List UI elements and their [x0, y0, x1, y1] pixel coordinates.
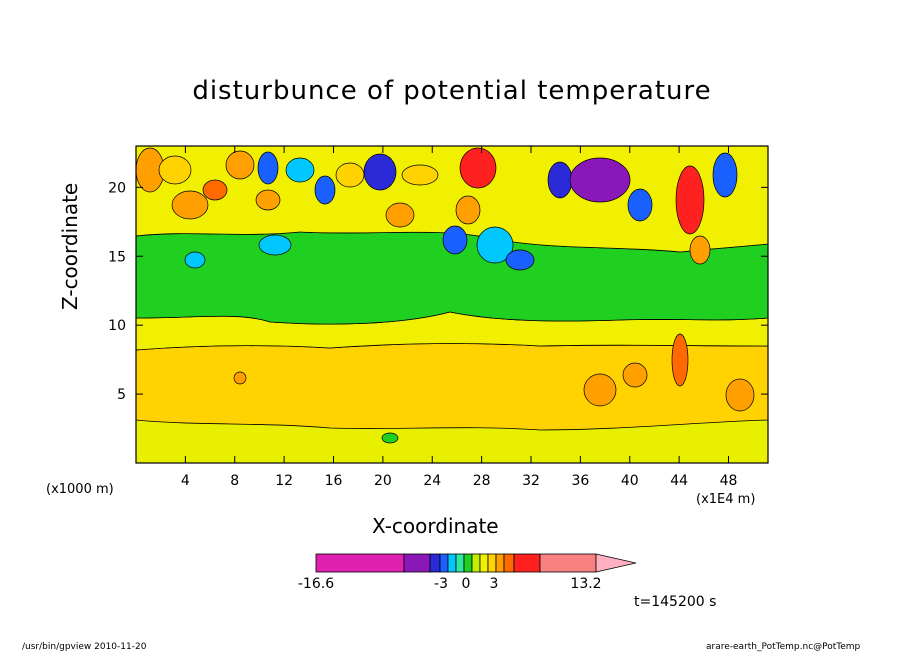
disturbance-blob [381, 432, 399, 444]
x-tick-label: 36 [571, 473, 589, 489]
footer-source: arare-earth_PotTemp.nc@PotTemp [706, 642, 861, 652]
x-tick-label: 40 [621, 473, 639, 489]
y-tick-label: 15 [108, 249, 126, 265]
disturbance-blob [505, 249, 535, 271]
colorbar-swatch [471, 553, 481, 573]
disturbance-blob [184, 251, 206, 269]
colorbar-swatch [495, 553, 505, 573]
y-axis-label: Z-coordinate [58, 182, 82, 310]
disturbance-blob [255, 189, 281, 211]
colorbar-label: -3 [434, 576, 448, 592]
disturbance-blob [335, 162, 365, 188]
colorbar-swatch [447, 553, 457, 573]
disturbance-blob [725, 378, 755, 412]
disturbance-blob [202, 179, 228, 201]
footer-program: /usr/bin/gpview 2010-11-20 [22, 642, 147, 652]
x-tick-label: 20 [374, 473, 392, 489]
disturbance-blob [583, 373, 617, 407]
disturbance-blob [233, 371, 247, 385]
x-tick-label: 16 [325, 473, 343, 489]
disturbance-blob [363, 153, 397, 191]
disturbance-blobs [136, 147, 755, 444]
x-tick-label: 28 [473, 473, 491, 489]
x-axis-label: X-coordinate [372, 514, 499, 538]
x-tick-label: 44 [670, 473, 688, 489]
y-tick-label: 5 [117, 387, 126, 403]
x-tick-label: 4 [181, 473, 190, 489]
x-tick-label: 24 [423, 473, 441, 489]
disturbance-blob [689, 235, 711, 265]
disturbance-blob [455, 195, 481, 225]
disturbance-blob [385, 202, 415, 228]
disturbance-blob [459, 147, 497, 189]
colorbar-label: -16.6 [298, 576, 334, 592]
colorbar-swatch [403, 553, 431, 573]
disturbance-blob [442, 225, 468, 255]
colorbar-swatch [315, 553, 405, 573]
colorbar-extend-arrow [595, 553, 637, 573]
heatmap-field [136, 146, 768, 463]
colorbar-swatch [439, 553, 449, 573]
colorbar-swatch [513, 553, 541, 573]
y-tick-label: 10 [108, 318, 126, 334]
x-unit-label: (x1000 m) [46, 482, 114, 497]
disturbance-blob [712, 152, 738, 198]
disturbance-blob [675, 165, 705, 235]
y-tick-label: 20 [108, 180, 126, 196]
disturbance-blob [285, 157, 315, 183]
chart-title: disturbunce of potential temperature [192, 76, 712, 106]
colorbar-label: 3 [490, 576, 499, 592]
x-tick-label: 8 [230, 473, 239, 489]
x-tick-label: 48 [720, 473, 738, 489]
x-tick-label: 32 [522, 473, 540, 489]
colorbar-label: 0 [462, 576, 471, 592]
colorbar-swatch [463, 553, 473, 573]
disturbance-blob [314, 175, 336, 205]
disturbance-blob [258, 234, 292, 256]
colorbar-swatch [429, 553, 441, 573]
colorbar: -16.6 -3 0 3 13.2 [298, 553, 637, 592]
disturbance-blob [627, 188, 653, 222]
disturbance-blob [569, 157, 631, 203]
x-tick-label: 12 [275, 473, 293, 489]
colorbar-swatch [539, 553, 597, 573]
disturbance-blob [225, 150, 255, 180]
disturbance-blob [401, 164, 439, 186]
disturbance-blob [476, 226, 514, 264]
colorbar-label: 13.2 [570, 576, 601, 592]
colorbar-swatch [455, 553, 465, 573]
colorbar-swatch [487, 553, 497, 573]
plot-frame [135, 145, 769, 464]
x-scale-note: (x1E4 m) [696, 492, 756, 507]
disturbance-blob [622, 362, 648, 388]
time-label: t=145200 s [634, 594, 717, 610]
disturbance-blob [257, 151, 279, 185]
colorbar-swatch [503, 553, 515, 573]
disturbance-blob [171, 190, 209, 220]
disturbance-blob [547, 161, 573, 199]
colorbar-swatch [479, 553, 489, 573]
disturbance-blob [671, 333, 689, 387]
disturbance-blob [158, 155, 192, 185]
